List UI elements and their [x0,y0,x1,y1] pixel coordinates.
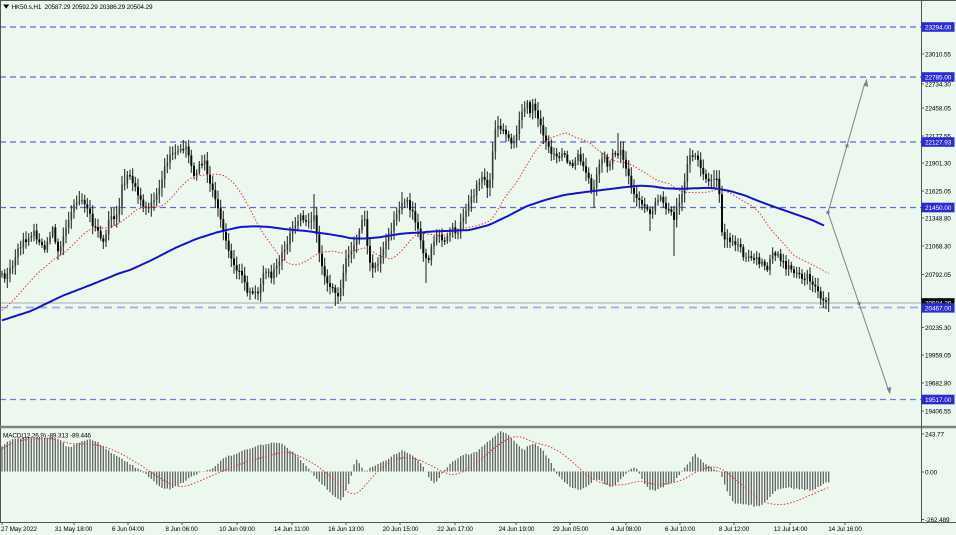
svg-text:20 Jun 15:00: 20 Jun 15:00 [383,526,419,533]
svg-text:20467.00: 20467.00 [925,306,952,313]
svg-text:22 Jun 17:00: 22 Jun 17:00 [437,526,473,533]
svg-text:20235.30: 20235.30 [925,325,951,332]
svg-text:21068.30: 21068.30 [925,243,951,250]
svg-text:8 Jun 06:00: 8 Jun 06:00 [165,526,198,533]
svg-text:10 Jun 09:00: 10 Jun 09:00 [219,526,255,533]
svg-text:31 May 18:00: 31 May 18:00 [55,526,93,533]
svg-text:23010.55: 23010.55 [925,51,951,58]
svg-text:HK50.s,H1 20587.29 20592.29 2: HK50.s,H1 20587.29 20592.29 20386.29 205… [12,4,153,11]
svg-text:21450.00: 21450.00 [925,205,952,212]
svg-text:21901.30: 21901.30 [925,160,951,167]
svg-text:19682.80: 19682.80 [925,380,951,387]
svg-text:12 Jul 14:00: 12 Jul 14:00 [774,526,808,533]
svg-text:MACD(12,26,9) -89.313 -89.446: MACD(12,26,9) -89.313 -89.446 [3,433,91,440]
svg-text:-262.489: -262.489 [925,517,950,524]
svg-text:14 Jun 11:00: 14 Jun 11:00 [274,526,310,533]
svg-text:22734.30: 22734.30 [925,81,951,88]
svg-text:27 May 2022: 27 May 2022 [1,526,37,533]
svg-text:20792.05: 20792.05 [925,272,951,279]
svg-text:23294.00: 23294.00 [925,24,952,31]
svg-text:22177.55: 22177.55 [925,133,951,140]
svg-text:29 Jun 05:00: 29 Jun 05:00 [553,526,589,533]
svg-text:4 Jul 08:00: 4 Jul 08:00 [611,526,642,533]
svg-text:19959.05: 19959.05 [925,352,951,359]
svg-text:22458.05: 22458.05 [925,105,951,112]
svg-text:6 Jul 10:00: 6 Jul 10:00 [665,526,696,533]
svg-text:21348.80: 21348.80 [925,215,951,222]
svg-text:14 Jul 16:00: 14 Jul 16:00 [828,526,862,533]
svg-text:24 Jun 19:00: 24 Jun 19:00 [499,526,535,533]
svg-text:22785.00: 22785.00 [925,74,952,81]
svg-text:8 Jul 12:00: 8 Jul 12:00 [719,526,750,533]
svg-text:21625.05: 21625.05 [925,188,951,195]
svg-text:16 Jun 13:00: 16 Jun 13:00 [328,526,364,533]
svg-text:22127.93: 22127.93 [925,139,952,146]
svg-text:19406.55: 19406.55 [925,408,951,415]
svg-text:0.00: 0.00 [925,469,938,476]
svg-text:243.77: 243.77 [925,431,944,438]
svg-text:19517.00: 19517.00 [925,397,952,404]
svg-text:6 Jun 04:00: 6 Jun 04:00 [112,526,145,533]
